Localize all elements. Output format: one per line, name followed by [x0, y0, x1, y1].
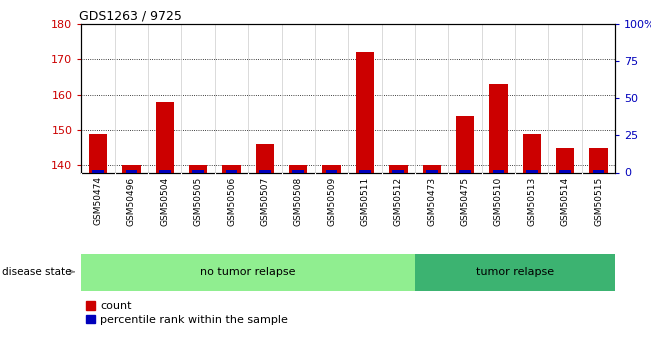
Bar — [192, 170, 204, 172]
Bar — [556, 148, 574, 172]
Text: GSM50510: GSM50510 — [494, 177, 503, 226]
Text: no tumor relapse: no tumor relapse — [201, 267, 296, 277]
Bar — [523, 134, 541, 172]
Text: GSM50496: GSM50496 — [127, 177, 136, 226]
Text: GSM50511: GSM50511 — [361, 177, 370, 226]
Bar — [156, 102, 174, 172]
Bar — [89, 134, 107, 172]
Text: GSM50512: GSM50512 — [394, 177, 403, 226]
Bar — [159, 170, 171, 172]
Bar — [289, 166, 307, 172]
Text: GSM50506: GSM50506 — [227, 177, 236, 226]
Legend: count, percentile rank within the sample: count, percentile rank within the sample — [81, 297, 292, 329]
Bar — [426, 170, 437, 172]
Bar — [589, 148, 607, 172]
Bar — [292, 170, 304, 172]
Bar — [259, 170, 271, 172]
Bar — [356, 52, 374, 172]
FancyBboxPatch shape — [415, 254, 615, 291]
Bar — [326, 170, 337, 172]
Text: tumor relapse: tumor relapse — [476, 267, 554, 277]
Text: GSM50475: GSM50475 — [460, 177, 469, 226]
FancyBboxPatch shape — [81, 254, 415, 291]
Bar — [456, 116, 474, 172]
Text: GSM50513: GSM50513 — [527, 177, 536, 226]
Text: GSM50515: GSM50515 — [594, 177, 603, 226]
Text: GSM50473: GSM50473 — [427, 177, 436, 226]
Bar — [559, 170, 571, 172]
Bar — [223, 166, 241, 172]
Text: GSM50505: GSM50505 — [193, 177, 202, 226]
Text: GSM50508: GSM50508 — [294, 177, 303, 226]
Text: GSM50514: GSM50514 — [561, 177, 570, 226]
Bar — [422, 166, 441, 172]
Text: GSM50507: GSM50507 — [260, 177, 270, 226]
Bar — [122, 166, 141, 172]
Bar — [393, 170, 404, 172]
Text: GSM50509: GSM50509 — [327, 177, 336, 226]
Bar — [490, 84, 508, 172]
Text: GDS1263 / 9725: GDS1263 / 9725 — [79, 10, 182, 23]
Bar — [389, 166, 408, 172]
Bar — [92, 170, 104, 172]
Bar — [592, 170, 604, 172]
Bar — [459, 170, 471, 172]
Text: GSM50504: GSM50504 — [160, 177, 169, 226]
Bar — [493, 169, 505, 172]
Bar — [126, 170, 137, 172]
Bar — [256, 144, 274, 172]
Text: GSM50474: GSM50474 — [94, 177, 103, 226]
Bar — [359, 170, 371, 172]
Bar — [322, 166, 340, 172]
Text: disease state: disease state — [1, 267, 74, 277]
Bar — [226, 170, 238, 172]
Bar — [526, 170, 538, 172]
Bar — [189, 166, 207, 172]
